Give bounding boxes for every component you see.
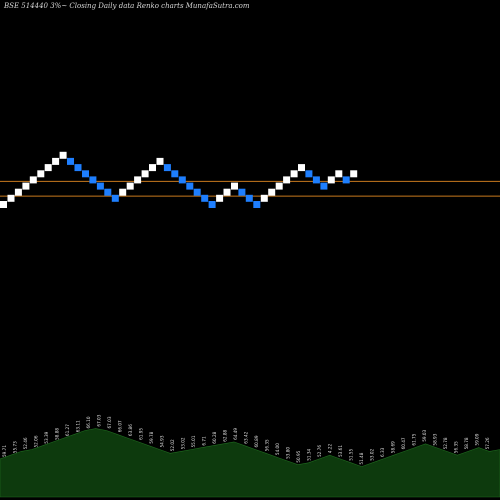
renko-brick [216,194,224,202]
renko-brick [201,194,209,202]
volume-label: 66.07 [118,420,123,432]
volume-label: 61.75 [412,433,417,445]
renko-brick [350,170,358,178]
renko-brick [171,170,179,178]
volume-label: 53.61 [338,445,343,457]
renko-brick [208,201,216,208]
volume-label: 54.93 [160,435,165,447]
renko-brick [89,176,97,184]
renko-brick [37,170,45,178]
volume-label: 52.78 [443,437,448,449]
renko-brick [14,188,22,196]
renko-brick [163,164,171,172]
renko-brick [253,201,261,208]
renko-brick [156,157,164,165]
renko-brick [268,188,276,196]
renko-brick [29,176,37,184]
renko-brick [7,194,15,202]
renko-brick [74,164,82,172]
chart-title: BSE 514440 3%~ Closing Daily data Renko … [4,2,250,10]
volume-label: 60.28 [212,431,217,443]
renko-brick [59,151,67,159]
renko-brick [342,176,350,184]
renko-brick [44,164,52,172]
renko-brick [298,164,305,172]
volume-label: 64.49 [233,428,238,440]
volume-label: 53.02 [181,437,186,449]
volume-label: 60.89 [254,435,259,447]
renko-brick [186,182,194,190]
renko-brick [0,201,7,208]
volume-label: 52.02 [170,439,175,451]
volume-label: 66.10 [86,416,91,428]
volume-label: 59.09 [475,433,480,445]
volume-label: 63.42 [244,431,249,443]
renko-brick [96,182,104,190]
renko-brick [238,188,246,196]
renko-brick [111,194,119,202]
renko-brick [22,182,30,190]
renko-brick [223,188,231,196]
renko-brick [104,188,112,196]
renko-brick [67,157,74,165]
volume-label: 53.02 [370,448,375,460]
volume-label: 61.27 [65,424,70,436]
volume-label: 51.48 [359,452,364,464]
volume-label: 58.88 [55,428,60,440]
volume-area [0,428,500,498]
volume-label: 56.35 [265,439,270,451]
volume-label: 51.34 [307,448,312,460]
volume-label: 54.00 [275,443,280,455]
volume-label: 58.78 [464,437,469,449]
volume-label: 61.95 [139,428,144,440]
renko-brick [312,176,320,184]
volume-label: 4.22 [328,444,333,454]
renko-brick [231,182,238,190]
volume-label: 52.46 [23,437,28,449]
renko-brick [82,170,89,178]
renko-brick [149,164,156,172]
volume-label: 59.71 [2,445,7,457]
volume-label: 53.80 [286,447,291,459]
volume-label: 51.55 [349,448,354,460]
renko-brick [134,176,142,184]
renko-brick [305,170,313,178]
renko-brick [327,176,335,184]
volume-label: 55.01 [191,435,196,447]
volume-label: 53.39 [44,431,49,443]
volume-label: 52.76 [317,445,322,457]
volume-label: 58.69 [391,441,396,453]
renko-brick [52,157,60,165]
renko-brick [245,194,253,202]
renko-brick [141,170,149,178]
renko-brick [275,182,283,190]
volume-label: 63.86 [128,424,133,436]
volume-label: 58.93 [433,433,438,445]
renko-brick [260,194,268,202]
renko-brick [283,176,291,184]
volume-label: 52.06 [34,435,39,447]
renko-brick [178,176,186,184]
volume-label: 67.03 [107,416,112,428]
volume-label: 57.26 [485,437,490,449]
renko-brick [290,170,298,178]
volume-label: 59.03 [422,429,427,441]
volume-label: 55.73 [13,441,18,453]
volume-label: 63.11 [76,420,81,432]
volume-label: 6.71 [202,436,207,446]
volume-label: 62.88 [223,429,228,441]
volume-label: 67.03 [97,414,102,426]
volume-label: 56.35 [454,441,459,453]
volume-label: 6.33 [380,447,385,457]
renko-brick [126,182,134,190]
renko-brick [320,182,328,190]
renko-brick [119,188,127,196]
volume-label: 60.47 [401,437,406,449]
volume-label: 50.95 [296,450,301,462]
renko-brick [335,170,343,178]
volume-label: 59.78 [149,431,154,443]
renko-brick [193,188,201,196]
